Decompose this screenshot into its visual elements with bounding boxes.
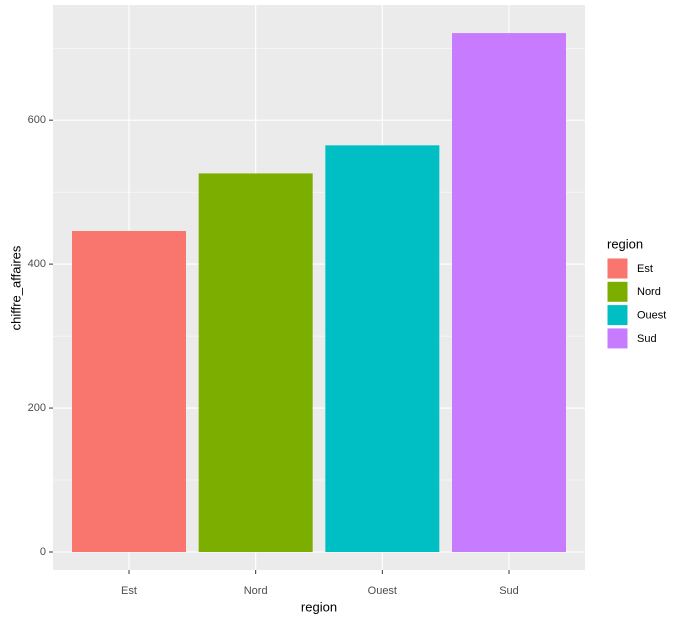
legend-label: Ouest xyxy=(637,310,666,322)
x-axis-title: region xyxy=(301,599,337,614)
bar xyxy=(452,33,566,553)
legend-label: Nord xyxy=(637,286,661,298)
x-tick-label: Sud xyxy=(499,585,519,597)
legend-key xyxy=(606,327,629,350)
x-tick-label: Est xyxy=(121,585,137,597)
y-tick-label: 0 xyxy=(40,546,46,558)
y-tick-label: 200 xyxy=(28,402,46,414)
bar xyxy=(72,231,186,553)
bar xyxy=(325,145,440,553)
legend-key xyxy=(606,257,629,280)
legend-key xyxy=(606,304,629,327)
y-axis-title: chiffre_affaires xyxy=(8,245,23,330)
legend-label: Sud xyxy=(637,333,657,345)
y-tick-label: 600 xyxy=(28,114,46,126)
legend-title: region xyxy=(607,236,643,251)
x-tick-label: Ouest xyxy=(368,585,397,597)
legend-key xyxy=(606,280,629,303)
legend-label: Est xyxy=(637,263,653,275)
y-tick-label: 400 xyxy=(28,258,46,270)
x-tick-label: Nord xyxy=(244,585,268,597)
bar xyxy=(198,173,313,553)
